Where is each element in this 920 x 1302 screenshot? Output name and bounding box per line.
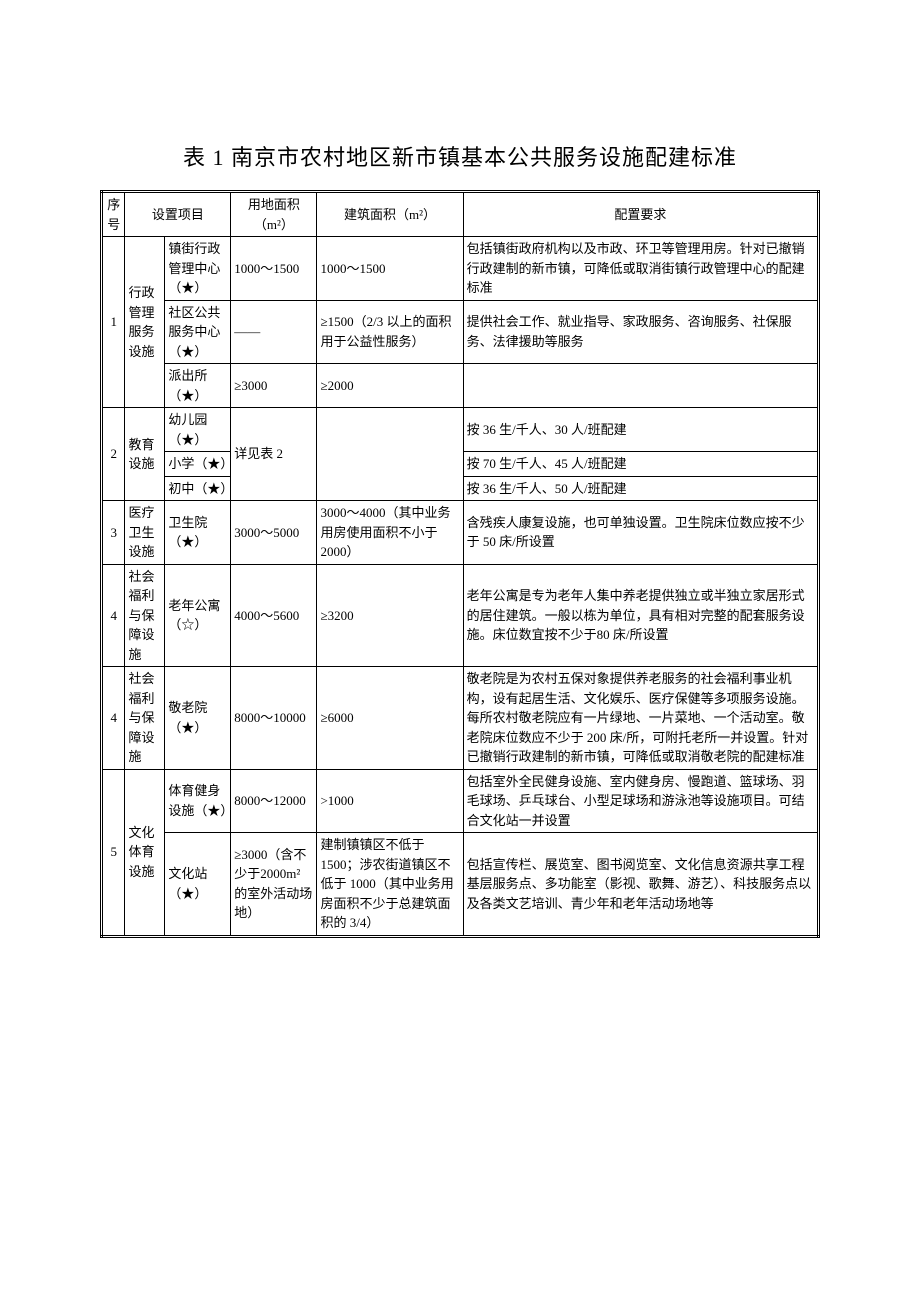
requirement: 按 36 生/千人、50 人/班配建: [463, 476, 818, 501]
table-row: 4 社会福利与保障设施 老年公寓（☆） 4000～5600 ≥3200 老年公寓…: [102, 564, 819, 667]
seq: 1: [102, 237, 125, 408]
floor-area: [317, 408, 463, 501]
land-area: 8000～10000: [231, 667, 317, 770]
floor-area: 1000～1500: [317, 237, 463, 301]
table-row: 文化站（★） ≥3000（含不少于2000m² 的室外活动场地） 建制镇镇区不低…: [102, 833, 819, 937]
category: 教育设施: [125, 408, 165, 501]
requirement: 按 36 生/千人、30 人/班配建: [463, 408, 818, 452]
table-row: 派出所（★） ≥3000 ≥2000: [102, 364, 819, 408]
land-area: 详见表 2: [231, 408, 317, 501]
requirement: 包括室外全民健身设施、室内健身房、慢跑道、篮球场、羽毛球场、乒乓球台、小型足球场…: [463, 769, 818, 833]
floor-area: ≥1500（2/3 以上的面积用于公益性服务）: [317, 300, 463, 364]
requirement: 提供社会工作、就业指导、家政服务、咨询服务、社保服务、法律援助等服务: [463, 300, 818, 364]
category: 社会福利与保障设施: [125, 667, 165, 770]
requirement: 含残疾人康复设施，也可单独设置。卫生院床位数应按不少于 50 床/所设置: [463, 501, 818, 565]
floor-area: 建制镇镇区不低于 1500；涉农街道镇区不低于 1000（其中业务用房面积不少于…: [317, 833, 463, 937]
standards-table: 序号 设置项目 用地面积（m²） 建筑面积（m²） 配置要求 1 行政管理服务设…: [100, 190, 820, 938]
col-floor: 建筑面积（m²）: [317, 192, 463, 237]
item-name: 小学（★）: [165, 452, 231, 477]
category: 文化体育设施: [125, 769, 165, 936]
item-name: 文化站（★）: [165, 833, 231, 937]
floor-area: ≥3200: [317, 564, 463, 667]
seq: 5: [102, 769, 125, 936]
table-row: 2 教育设施 幼儿园（★） 详见表 2 按 36 生/千人、30 人/班配建: [102, 408, 819, 452]
floor-area: ≥6000: [317, 667, 463, 770]
item-name: 老年公寓（☆）: [165, 564, 231, 667]
item-name: 派出所（★）: [165, 364, 231, 408]
col-seq: 序号: [102, 192, 125, 237]
seq: 4: [102, 564, 125, 667]
land-area: ≥3000: [231, 364, 317, 408]
item-name: 体育健身设施（★）: [165, 769, 231, 833]
table-title: 表 1 南京市农村地区新市镇基本公共服务设施配建标准: [100, 140, 820, 172]
col-item: 设置项目: [125, 192, 231, 237]
land-area: ——: [231, 300, 317, 364]
land-area: 4000～5600: [231, 564, 317, 667]
floor-area: 3000～4000（其中业务用房使用面积不小于 2000）: [317, 501, 463, 565]
item-name: 卫生院（★）: [165, 501, 231, 565]
land-area: ≥3000（含不少于2000m² 的室外活动场地）: [231, 833, 317, 937]
requirement: 敬老院是为农村五保对象提供养老服务的社会福利事业机构，设有起居生活、文化娱乐、医…: [463, 667, 818, 770]
category: 行政管理服务设施: [125, 237, 165, 408]
land-area: 8000～12000: [231, 769, 317, 833]
requirement: 按 70 生/千人、45 人/班配建: [463, 452, 818, 477]
land-area: 3000～5000: [231, 501, 317, 565]
seq: 2: [102, 408, 125, 501]
floor-area: >1000: [317, 769, 463, 833]
seq: 3: [102, 501, 125, 565]
floor-area: ≥2000: [317, 364, 463, 408]
table-row: 5 文化体育设施 体育健身设施（★） 8000～12000 >1000 包括室外…: [102, 769, 819, 833]
category: 医疗卫生设施: [125, 501, 165, 565]
seq: 4: [102, 667, 125, 770]
requirement: 老年公寓是专为老年人集中养老提供独立或半独立家居形式的居住建筑。一般以栋为单位，…: [463, 564, 818, 667]
table-row: 3 医疗卫生设施 卫生院（★） 3000～5000 3000～4000（其中业务…: [102, 501, 819, 565]
requirement: 包括宣传栏、展览室、图书阅览室、文化信息资源共享工程基层服务点、多功能室（影视、…: [463, 833, 818, 937]
requirement: 包括镇街政府机构以及市政、环卫等管理用房。针对已撤销行政建制的新市镇，可降低或取…: [463, 237, 818, 301]
land-area: 1000～1500: [231, 237, 317, 301]
table-row: 4 社会福利与保障设施 敬老院（★） 8000～10000 ≥6000 敬老院是…: [102, 667, 819, 770]
requirement: [463, 364, 818, 408]
item-name: 镇街行政管理中心（★）: [165, 237, 231, 301]
item-name: 敬老院（★）: [165, 667, 231, 770]
table-row: 1 行政管理服务设施 镇街行政管理中心（★） 1000～1500 1000～15…: [102, 237, 819, 301]
category: 社会福利与保障设施: [125, 564, 165, 667]
col-land: 用地面积（m²）: [231, 192, 317, 237]
item-name: 初中（★）: [165, 476, 231, 501]
table-row: 社区公共服务中心（★） —— ≥1500（2/3 以上的面积用于公益性服务） 提…: [102, 300, 819, 364]
col-req: 配置要求: [463, 192, 818, 237]
item-name: 幼儿园（★）: [165, 408, 231, 452]
item-name: 社区公共服务中心（★）: [165, 300, 231, 364]
